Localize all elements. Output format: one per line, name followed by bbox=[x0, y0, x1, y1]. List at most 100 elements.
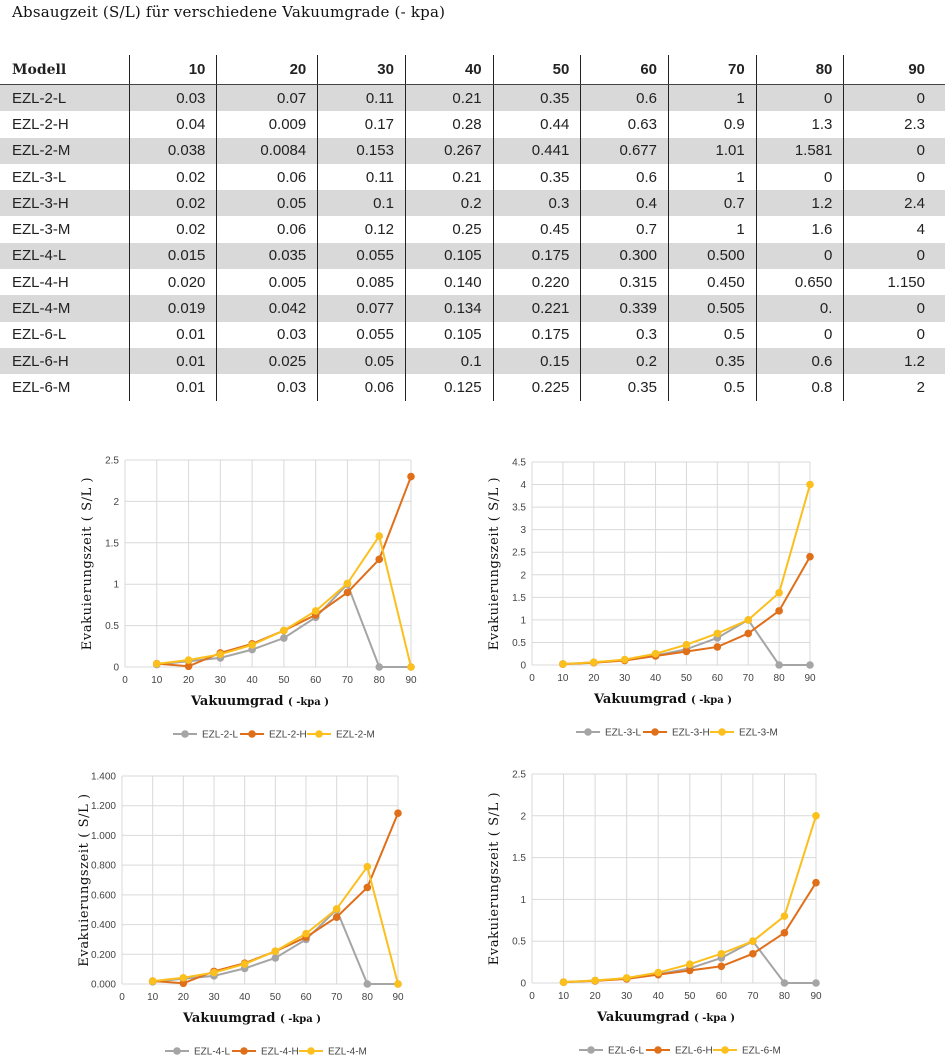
x-tick-label: 40 bbox=[247, 675, 259, 686]
value-cell: 0.2 bbox=[405, 190, 494, 217]
data-point bbox=[280, 634, 288, 642]
y-tick-label: 1 bbox=[520, 615, 526, 626]
data-point bbox=[749, 949, 757, 958]
x-axis-unit: ( -kpa ) bbox=[691, 695, 732, 706]
chart-ezl-4: 0.000 0.200 0.400 0.600 0.800 1.000 1.200 1.400… bbox=[68, 768, 438, 1058]
value-cell: 0.35 bbox=[493, 163, 582, 191]
column-header-40: 40 bbox=[405, 55, 494, 85]
column-header-modell: Modell bbox=[0, 55, 130, 85]
value-cell: 0.505 bbox=[668, 295, 757, 322]
value-cell: 0.077 bbox=[317, 295, 406, 322]
value-cell: 0.650 bbox=[756, 269, 845, 296]
y-tick-label: 1 bbox=[113, 580, 119, 591]
x-tick-label: 50 bbox=[270, 992, 282, 1003]
value-cell: 0.5 bbox=[668, 374, 757, 401]
value-cell: 0.300 bbox=[580, 242, 669, 270]
legend-marker bbox=[248, 730, 256, 738]
value-cell: 0.267 bbox=[405, 137, 494, 164]
y-tick-label: 0.400 bbox=[91, 920, 116, 931]
legend-label: EZL-4-H bbox=[261, 1047, 299, 1058]
data-point bbox=[654, 968, 663, 977]
data-point bbox=[280, 626, 288, 635]
y-tick-label: 4 bbox=[520, 480, 526, 491]
data-point bbox=[775, 661, 783, 669]
data-point bbox=[407, 472, 415, 481]
data-point bbox=[780, 912, 789, 920]
value-cell: 0.05 bbox=[216, 190, 319, 217]
data-point bbox=[152, 660, 161, 668]
legend-marker bbox=[718, 728, 726, 736]
table-header-row: Modell 10 20 30 40 50 60 70 80 90 bbox=[0, 55, 945, 85]
value-cell: 0.125 bbox=[405, 374, 494, 401]
data-point bbox=[749, 937, 757, 945]
data-point bbox=[375, 532, 384, 540]
value-cell: 0.220 bbox=[493, 269, 582, 296]
value-cell: 0.134 bbox=[405, 295, 494, 322]
value-cell: 0.3 bbox=[493, 190, 582, 217]
y-tick-label: 1.5 bbox=[512, 593, 526, 604]
x-tick-label: 0 bbox=[119, 992, 125, 1003]
y-tick-label: 1.5 bbox=[105, 538, 119, 549]
table-row: EZL-4-L 0.015 0.035 0.055 0.105 0.175 0.300 0.5… bbox=[0, 242, 945, 270]
value-cell: 0.01 bbox=[129, 374, 218, 401]
table-row: EZL-6-H 0.01 0.025 0.05 0.1 0.15 0.2 0.35 0.6 1.2 bbox=[0, 347, 945, 375]
data-point bbox=[375, 663, 384, 671]
y-tick-label: 1.200 bbox=[91, 801, 116, 812]
table-row: EZL-2-M 0.038 0.0084 0.153 0.267 0.441 0.677 1.… bbox=[0, 137, 945, 164]
column-header-30: 30 bbox=[317, 55, 406, 85]
value-cell: 0.7 bbox=[580, 216, 669, 243]
value-cell: 0.055 bbox=[317, 242, 406, 270]
legend-label: EZL-3-L bbox=[605, 728, 642, 739]
legend-marker bbox=[315, 730, 323, 738]
value-cell: 1.150 bbox=[887, 273, 925, 291]
model-name-cell: EZL-3-H bbox=[0, 190, 130, 217]
table-row: EZL-4-M 0.019 0.042 0.077 0.134 0.221 0.339 0.5… bbox=[0, 295, 945, 322]
x-tick-label: 30 bbox=[621, 991, 633, 1002]
data-point bbox=[651, 649, 660, 658]
data-point bbox=[685, 960, 694, 968]
x-tick-label: 40 bbox=[239, 992, 251, 1003]
x-axis-unit: ( -kpa ) bbox=[288, 697, 329, 708]
value-cell: 0.45 bbox=[493, 216, 582, 243]
y-tick-label: 0.800 bbox=[91, 861, 116, 872]
chart-svg: 0.000 0.200 0.400 0.600 0.800 1.000 1.200 1.400… bbox=[77, 772, 404, 1058]
data-point bbox=[559, 660, 567, 668]
value-cell: 0.02 bbox=[129, 216, 218, 243]
x-axis-label: Vakuumgrad ( -kpa ) bbox=[190, 694, 329, 709]
model-name-cell: EZL-6-L bbox=[0, 321, 130, 348]
value-cell: 0 bbox=[756, 242, 845, 270]
data-point bbox=[685, 966, 694, 975]
y-tick-label: 3.5 bbox=[512, 503, 526, 514]
legend-marker bbox=[584, 728, 592, 736]
column-header-20: 20 bbox=[216, 55, 319, 85]
value-cell: 0.35 bbox=[493, 84, 582, 112]
y-tick-label: 1.5 bbox=[512, 853, 526, 864]
data-point bbox=[622, 974, 631, 982]
value-cell: 0.35 bbox=[580, 374, 669, 401]
column-header-60: 60 bbox=[580, 55, 669, 85]
data-point bbox=[311, 607, 320, 615]
value-cell: 0 bbox=[843, 295, 945, 322]
y-tick-label: 1.400 bbox=[91, 772, 116, 783]
data-point bbox=[775, 607, 783, 615]
legend-label: EZL-3-M bbox=[739, 728, 778, 739]
table-row: EZL-3-H 0.02 0.05 0.1 0.2 0.3 0.4 0.7 1.2 2.4 bbox=[0, 190, 945, 217]
value-cell: 0.055 bbox=[317, 321, 406, 348]
value-cell: 1.3 bbox=[756, 111, 845, 138]
value-cell: 0.8 bbox=[756, 374, 845, 401]
value-cell: 1.6 bbox=[756, 216, 845, 243]
x-tick-label: 60 bbox=[712, 673, 724, 684]
y-tick-label: 3 bbox=[520, 525, 526, 536]
value-cell: 0. bbox=[756, 295, 845, 322]
model-name-cell: EZL-2-H bbox=[0, 111, 130, 138]
legend-label: EZL-4-L bbox=[194, 1047, 231, 1058]
data-point bbox=[559, 978, 568, 986]
y-axis-label: Evakuierungszeit ( S/L ) bbox=[487, 477, 502, 650]
table-row: EZL-3-M 0.02 0.06 0.12 0.25 0.45 0.7 1 1.6 4 bbox=[0, 216, 945, 243]
value-cell: 1 bbox=[668, 216, 757, 243]
model-name-cell: EZL-3-M bbox=[0, 216, 130, 243]
data-point bbox=[589, 658, 598, 667]
value-cell: 1.2 bbox=[756, 190, 845, 217]
legend-marker bbox=[651, 728, 659, 736]
x-tick-label: 20 bbox=[590, 991, 602, 1002]
